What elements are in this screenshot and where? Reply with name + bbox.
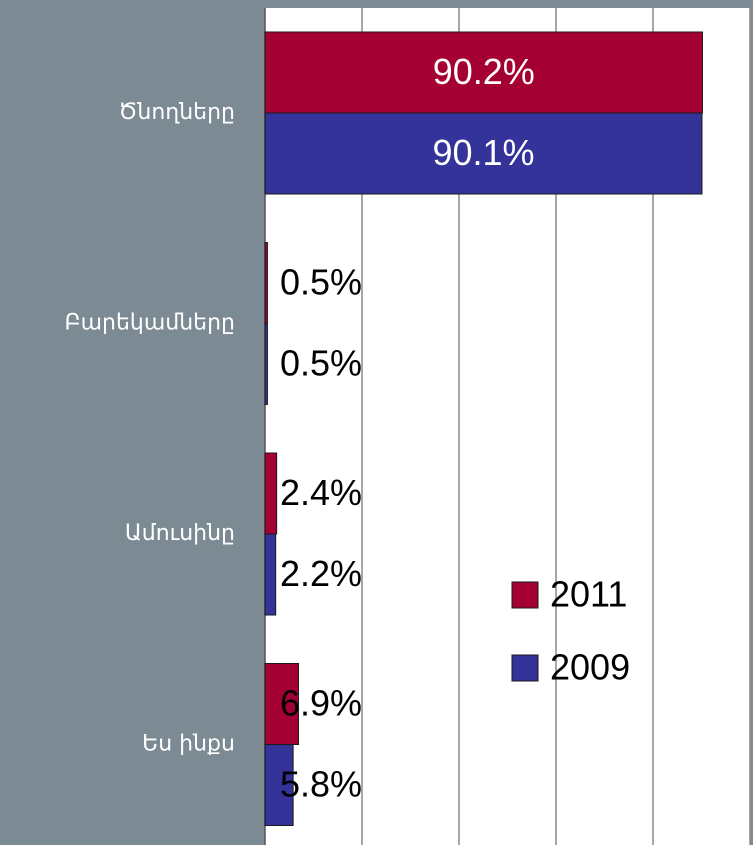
value-label: 2.2%	[280, 553, 362, 594]
value-label: 0.5%	[280, 262, 362, 303]
value-label: 0.5%	[280, 343, 362, 384]
bar	[264, 744, 294, 826]
category-label: Բարեկամները	[64, 311, 235, 336]
bar	[264, 533, 277, 616]
bar	[264, 452, 278, 535]
legend-swatch	[511, 581, 539, 609]
bar	[264, 112, 703, 195]
category-label: Ամուսինը	[125, 521, 235, 546]
bar	[264, 242, 268, 324]
legend-label: 2009	[550, 647, 630, 688]
value-label: 90.2%	[433, 51, 535, 92]
value-label: 6.9%	[280, 683, 362, 724]
value-label: 5.8%	[280, 764, 362, 805]
category-label: Ծնողները	[118, 100, 235, 125]
category-label: Ես ինքս	[142, 732, 235, 757]
value-label: 90.1%	[432, 132, 534, 173]
bar	[264, 323, 268, 405]
side-panel	[0, 0, 265, 845]
value-label: 2.4%	[280, 472, 362, 513]
legend-swatch	[511, 654, 539, 682]
legend-label: 2011	[550, 574, 627, 615]
bar	[264, 31, 703, 114]
